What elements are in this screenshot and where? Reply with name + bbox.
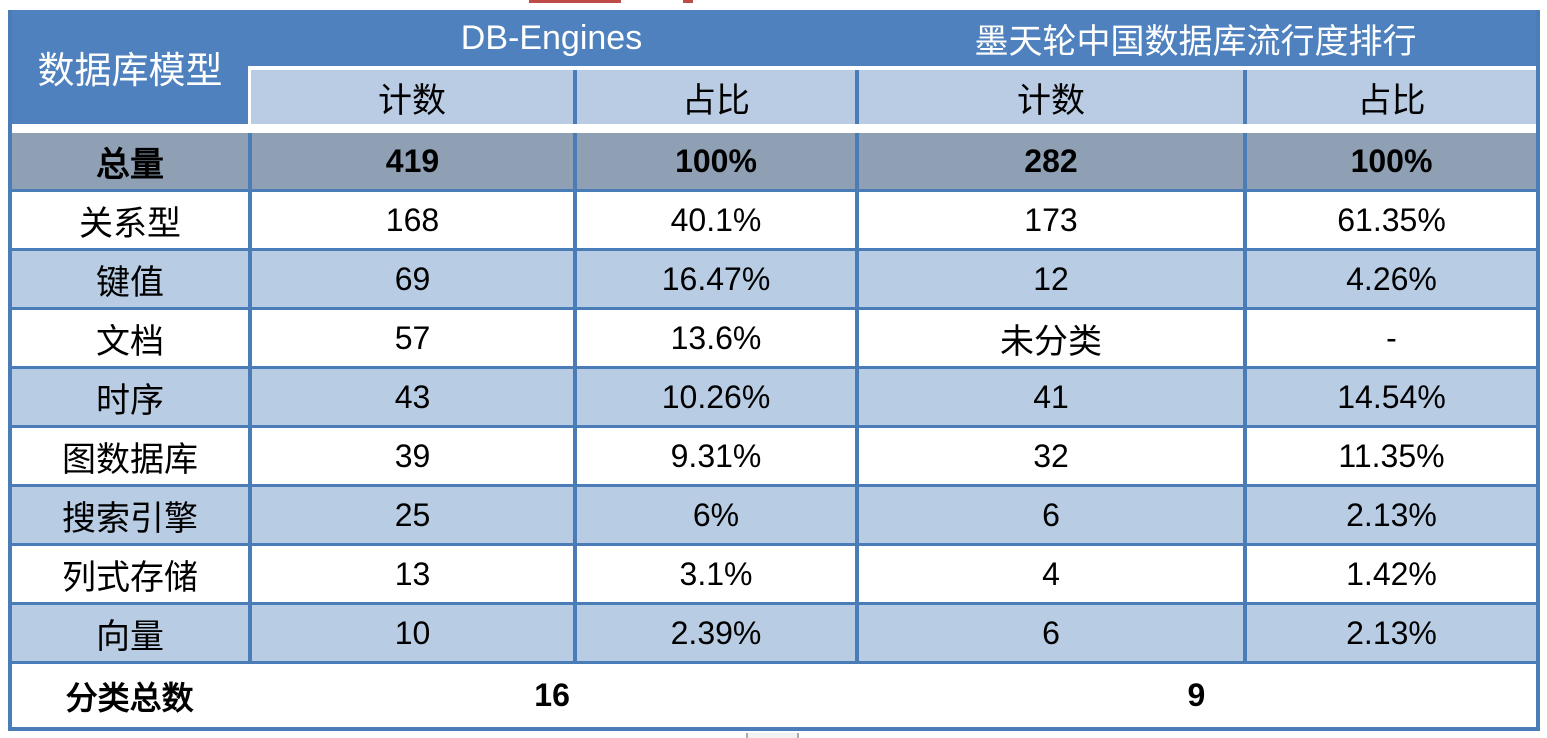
- db-engines-count-cell: 69: [248, 251, 573, 307]
- group-header-db-engines: DB-Engines: [460, 18, 643, 57]
- modb-count-cell: 未分类: [855, 310, 1243, 366]
- db-engines-count-cell: 168: [248, 192, 573, 248]
- modb-count-cell: 12: [855, 251, 1243, 307]
- header-body-divider: [12, 124, 1536, 133]
- table-header: 数据库模型 DB-Engines 墨天轮中国数据库流行度排行 计数 占比 计数 …: [12, 10, 1536, 124]
- group-header-modb: 墨天轮中国数据库流行度排行: [974, 23, 1417, 61]
- modb-category-total-cell: 9: [856, 664, 1536, 727]
- header-divider: [248, 66, 1536, 70]
- db-engines-share-cell: 40.1%: [573, 192, 855, 248]
- header-right-block: DB-Engines 墨天轮中国数据库流行度排行 计数 占比 计数 占比: [248, 10, 1536, 124]
- db-engines-share-cell: 9.31%: [573, 428, 855, 484]
- sub-header-modb-share: 占比: [1243, 70, 1536, 124]
- row-label-cell: 总量: [12, 133, 248, 189]
- modb-share-cell: 14.54%: [1243, 369, 1536, 425]
- row-label-cell: 搜索引擎: [12, 487, 248, 543]
- db-engines-count-cell: 39: [248, 428, 573, 484]
- table-row-graph: 图数据库 39 9.31% 32 11.35%: [12, 428, 1536, 487]
- table-row-key-value: 键值 69 16.47% 12 4.26%: [12, 251, 1536, 310]
- table-row-time-series: 时序 43 10.26% 41 14.54%: [12, 369, 1536, 428]
- cropped-red-text-artifact: [529, 0, 621, 3]
- db-engines-share-cell: 10.26%: [573, 369, 855, 425]
- modb-share-cell: 100%: [1243, 133, 1536, 189]
- table-row-vector: 向量 10 2.39% 6 2.13%: [12, 605, 1536, 664]
- modb-share-cell: 1.42%: [1243, 546, 1536, 602]
- modb-share-cell: 2.13%: [1243, 605, 1536, 661]
- modb-count-cell: 282: [855, 133, 1243, 189]
- sub-header-modb-count: 计数: [855, 70, 1243, 124]
- modb-count-cell: 4: [855, 546, 1243, 602]
- modb-share-cell: 2.13%: [1243, 487, 1536, 543]
- modb-count-cell: 41: [855, 369, 1243, 425]
- scrollbar-fragment: [746, 733, 799, 738]
- db-engines-share-cell: 100%: [573, 133, 855, 189]
- cropped-red-text-artifact: [683, 0, 693, 3]
- db-engines-count-cell: 10: [248, 605, 573, 661]
- db-engines-share-cell: 6%: [573, 487, 855, 543]
- db-engines-share-cell: 13.6%: [573, 310, 855, 366]
- db-engines-count-cell: 13: [248, 546, 573, 602]
- sub-header-db-engines-count: 计数: [248, 70, 573, 124]
- db-engines-share-cell: 16.47%: [573, 251, 855, 307]
- table-row-columnar: 列式存储 13 3.1% 4 1.42%: [12, 546, 1536, 605]
- row-label-cell: 分类总数: [12, 664, 248, 727]
- modb-count-cell: 32: [855, 428, 1243, 484]
- modb-share-cell: 11.35%: [1243, 428, 1536, 484]
- db-engines-count-cell: 57: [248, 310, 573, 366]
- modb-share-cell: -: [1243, 310, 1536, 366]
- corner-header-cell: 数据库模型: [12, 10, 248, 124]
- table-row-total: 总量 419 100% 282 100%: [12, 133, 1536, 192]
- modb-count-cell: 173: [855, 192, 1243, 248]
- modb-share-cell: 61.35%: [1243, 192, 1536, 248]
- row-label-cell: 关系型: [12, 192, 248, 248]
- modb-count-cell: 6: [855, 605, 1243, 661]
- db-engines-count-cell: 43: [248, 369, 573, 425]
- group-header-row: DB-Engines 墨天轮中国数据库流行度排行: [248, 10, 1536, 66]
- table-row-document: 文档 57 13.6% 未分类 -: [12, 310, 1536, 369]
- sub-header-db-engines-share: 占比: [573, 70, 855, 124]
- row-label-cell: 向量: [12, 605, 248, 661]
- table-row-category-totals: 分类总数 16 9: [12, 664, 1536, 727]
- comparison-table: 数据库模型 DB-Engines 墨天轮中国数据库流行度排行 计数 占比 计数 …: [8, 10, 1540, 731]
- row-label-cell: 时序: [12, 369, 248, 425]
- modb-share-cell: 4.26%: [1243, 251, 1536, 307]
- row-label-cell: 图数据库: [12, 428, 248, 484]
- row-label-cell: 键值: [12, 251, 248, 307]
- db-engines-category-total-cell: 16: [247, 664, 857, 727]
- table-row-relational: 关系型 168 40.1% 173 61.35%: [12, 192, 1536, 251]
- row-label-cell: 文档: [12, 310, 248, 366]
- db-engines-count-cell: 25: [248, 487, 573, 543]
- db-engines-share-cell: 3.1%: [573, 546, 855, 602]
- table-row-search-engine: 搜索引擎 25 6% 6 2.13%: [12, 487, 1536, 546]
- sub-header-row: 计数 占比 计数 占比: [248, 70, 1536, 124]
- db-engines-count-cell: 419: [248, 133, 573, 189]
- row-label-cell: 列式存储: [12, 546, 248, 602]
- db-engines-share-cell: 2.39%: [573, 605, 855, 661]
- modb-count-cell: 6: [855, 487, 1243, 543]
